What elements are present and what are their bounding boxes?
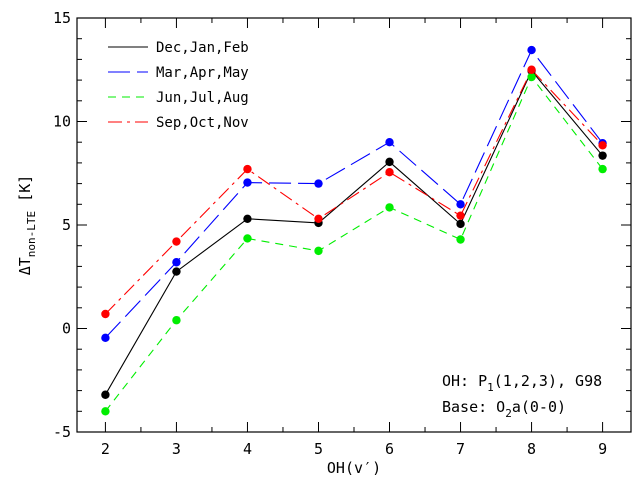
data-point bbox=[456, 200, 465, 209]
data-point bbox=[172, 316, 181, 325]
x-tick-label: 6 bbox=[385, 440, 394, 458]
x-tick-label: 5 bbox=[314, 440, 323, 458]
series-lines bbox=[104, 49, 604, 412]
data-point bbox=[527, 45, 536, 55]
legend-label: Sep,Oct,Nov bbox=[156, 115, 249, 131]
data-point bbox=[243, 164, 252, 174]
y-tick-label: 10 bbox=[53, 113, 71, 131]
x-tick-label: 9 bbox=[598, 440, 607, 458]
data-point bbox=[314, 179, 323, 188]
data-point bbox=[527, 72, 536, 82]
x-tick-label: 8 bbox=[527, 440, 536, 458]
legend: Dec,Jan,Feb Mar,Apr,May Jun,Jul,Aug Sep,Oct… bbox=[108, 40, 249, 131]
annotation-base: Base: O2a(0-0) bbox=[442, 398, 566, 420]
data-point bbox=[598, 164, 607, 174]
data-point bbox=[385, 138, 394, 147]
data-point bbox=[385, 157, 394, 167]
data-point bbox=[598, 141, 607, 150]
data-point bbox=[101, 309, 110, 319]
y-tick-label: 0 bbox=[62, 320, 71, 338]
x-tick-label: 7 bbox=[456, 440, 465, 458]
y-tick-labels: -5 0 5 10 15 bbox=[53, 9, 71, 441]
data-point bbox=[314, 214, 323, 223]
data-point bbox=[172, 267, 181, 276]
annotation-oh-band: OH: P1(1,2,3), G98 bbox=[442, 372, 602, 394]
data-point bbox=[385, 203, 394, 212]
legend-label: Jun,Jul,Aug bbox=[156, 90, 249, 106]
data-point bbox=[456, 235, 465, 244]
data-point bbox=[456, 219, 465, 229]
x-tick-label: 3 bbox=[172, 440, 181, 458]
data-point bbox=[243, 214, 252, 223]
axis-ticks bbox=[77, 17, 631, 433]
data-point bbox=[101, 407, 110, 416]
data-point bbox=[172, 237, 181, 246]
y-tick-label: 5 bbox=[62, 216, 71, 234]
data-point bbox=[527, 65, 536, 74]
data-point bbox=[101, 390, 110, 399]
data-point bbox=[598, 151, 607, 160]
legend-label: Dec,Jan,Feb bbox=[156, 40, 249, 56]
x-tick-labels: 2 3 4 5 6 7 8 9 bbox=[101, 440, 607, 458]
x-tick-label: 4 bbox=[243, 440, 252, 458]
series-line bbox=[104, 69, 604, 395]
data-point bbox=[314, 246, 323, 256]
series-line bbox=[104, 75, 604, 412]
data-point bbox=[243, 178, 252, 187]
y-axis-title: ΔTnon-LTE [K] bbox=[16, 175, 38, 276]
x-axis-title: OH(v′) bbox=[327, 459, 381, 477]
data-point bbox=[101, 333, 110, 343]
data-point bbox=[385, 168, 394, 177]
data-point bbox=[243, 234, 252, 243]
series-points bbox=[101, 45, 607, 416]
x-tick-label: 2 bbox=[101, 440, 110, 458]
series-line bbox=[105, 68, 604, 315]
y-tick-label: -5 bbox=[53, 423, 71, 441]
y-tick-label: 15 bbox=[53, 9, 71, 27]
data-point bbox=[456, 211, 465, 220]
legend-label: Mar,Apr,May bbox=[156, 65, 249, 81]
data-point bbox=[172, 258, 181, 267]
series-line bbox=[104, 49, 604, 339]
